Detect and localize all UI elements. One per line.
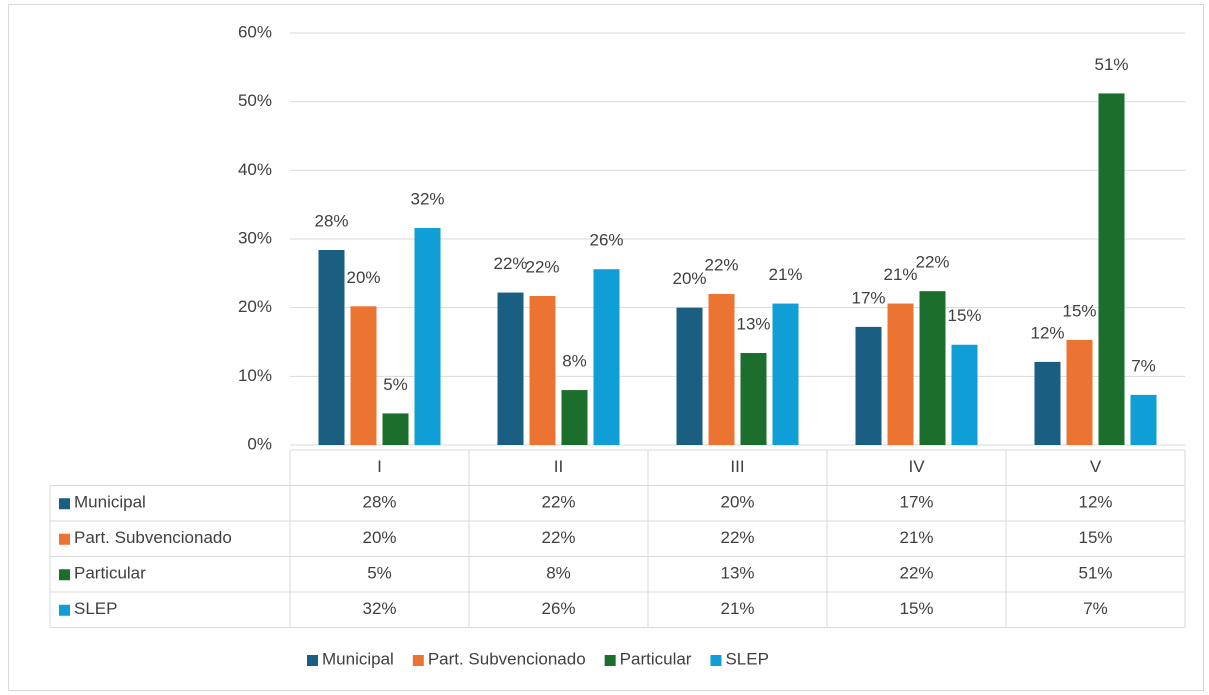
y-tick-label: 60% xyxy=(238,22,272,41)
bar xyxy=(772,303,799,445)
data-label: 22% xyxy=(704,255,738,274)
bar xyxy=(676,307,703,445)
data-label: 20% xyxy=(346,268,380,287)
bar xyxy=(740,352,767,445)
legend-label: Particular xyxy=(620,649,692,668)
bar xyxy=(951,344,978,445)
y-tick-label: 40% xyxy=(238,160,272,179)
table-cell: 26% xyxy=(541,599,575,618)
table-cell: 32% xyxy=(362,599,396,618)
table-cell: 17% xyxy=(899,493,933,512)
table-cell: 21% xyxy=(720,599,754,618)
table-row-label: Part. Subvencionado xyxy=(74,528,232,547)
x-tick-label: V xyxy=(1090,457,1102,476)
legend-label: Municipal xyxy=(322,649,394,668)
x-tick-label: III xyxy=(730,457,744,476)
data-label: 5% xyxy=(383,375,408,394)
table-cell: 21% xyxy=(899,528,933,547)
data-label: 21% xyxy=(883,265,917,284)
data-label: 21% xyxy=(768,265,802,284)
data-label: 15% xyxy=(947,306,981,325)
data-label: 15% xyxy=(1062,301,1096,320)
table-row-label: Particular xyxy=(74,564,146,583)
bar xyxy=(318,249,345,445)
bar xyxy=(593,269,620,445)
legend-key xyxy=(604,655,616,666)
x-tick-label: IV xyxy=(908,457,925,476)
legend-label: Part. Subvencionado xyxy=(428,649,586,668)
data-label: 51% xyxy=(1094,55,1128,74)
table-cell: 22% xyxy=(541,528,575,547)
data-label: 20% xyxy=(672,269,706,288)
data-label: 8% xyxy=(562,352,587,371)
data-label: 22% xyxy=(915,253,949,272)
bar xyxy=(1098,93,1125,445)
bar xyxy=(350,306,377,445)
bar xyxy=(561,390,588,445)
table-legend-key xyxy=(59,569,70,581)
table-legend-key xyxy=(59,604,70,616)
bar xyxy=(919,291,946,445)
table-cell: 7% xyxy=(1083,599,1108,618)
y-tick-label: 0% xyxy=(247,434,272,453)
legend-key xyxy=(307,655,318,666)
table-cell: 22% xyxy=(720,528,754,547)
y-tick-label: 10% xyxy=(238,366,272,385)
y-tick-label: 30% xyxy=(238,228,272,247)
table-cell: 12% xyxy=(1078,493,1112,512)
table-cell: 15% xyxy=(1078,528,1112,547)
table-cell: 51% xyxy=(1078,564,1112,583)
bar xyxy=(497,292,524,445)
bar xyxy=(708,293,735,445)
table-legend-key xyxy=(59,498,70,510)
bar xyxy=(1034,361,1061,445)
table-legend-key xyxy=(59,533,70,545)
y-tick-label: 20% xyxy=(238,297,272,316)
data-label: 12% xyxy=(1030,323,1064,342)
table-cell: 15% xyxy=(899,599,933,618)
bar xyxy=(887,303,914,445)
legend-key xyxy=(710,655,722,666)
data-label: 13% xyxy=(736,314,770,333)
data-label: 32% xyxy=(410,189,444,208)
bar xyxy=(855,326,882,445)
table-cell: 28% xyxy=(362,493,396,512)
data-label: 7% xyxy=(1131,356,1156,375)
bar xyxy=(382,413,409,445)
bar xyxy=(1066,339,1093,445)
table-row-label: Municipal xyxy=(74,493,146,512)
data-label: 17% xyxy=(851,288,885,307)
table-cell: 20% xyxy=(720,493,754,512)
bar xyxy=(529,295,556,445)
bar xyxy=(1130,394,1157,445)
data-label: 22% xyxy=(525,257,559,276)
table-cell: 20% xyxy=(362,528,396,547)
legend-label: SLEP xyxy=(725,649,768,668)
chart-frame xyxy=(8,4,1204,691)
table-cell: 22% xyxy=(899,564,933,583)
table-cell: 8% xyxy=(546,564,571,583)
table-cell: 22% xyxy=(541,493,575,512)
data-label: 22% xyxy=(493,254,527,273)
legend-key xyxy=(412,655,424,666)
x-tick-label: I xyxy=(377,457,382,476)
data-label: 26% xyxy=(589,231,623,250)
x-tick-label: II xyxy=(554,457,563,476)
table-cell: 5% xyxy=(367,564,392,583)
table-row-label: SLEP xyxy=(74,599,117,618)
table-cell: 13% xyxy=(720,564,754,583)
data-label: 28% xyxy=(314,211,348,230)
bar xyxy=(414,228,441,445)
y-tick-label: 50% xyxy=(238,91,272,110)
